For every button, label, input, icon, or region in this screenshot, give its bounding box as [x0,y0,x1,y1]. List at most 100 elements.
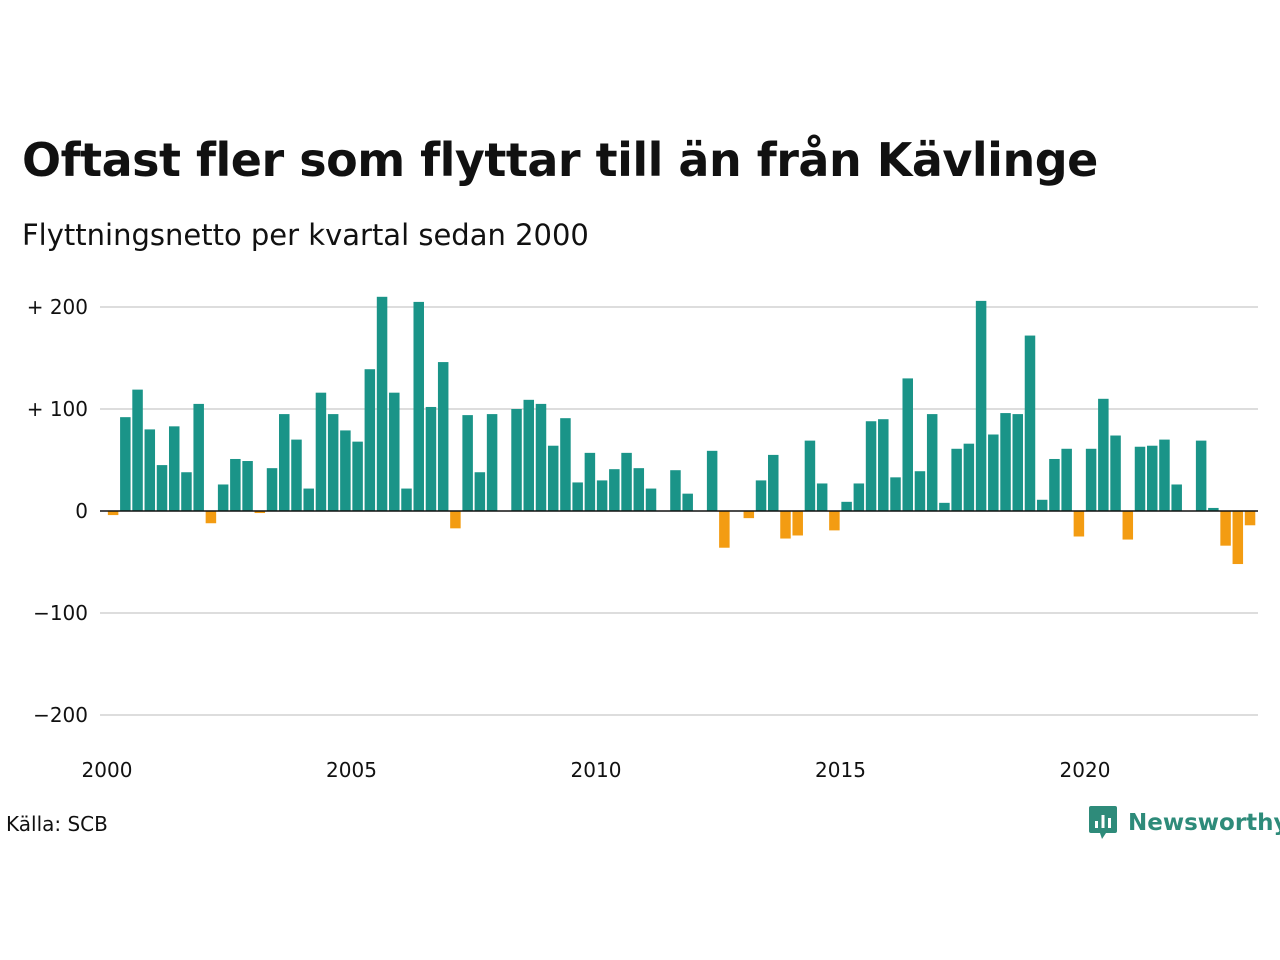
bar: 2015 K3: 88 [865,421,877,511]
bar: 2010 K4: 42 [633,468,645,511]
bar: 2008 K4: 105 [535,403,547,511]
bar: 2004 K3: 95 [327,414,339,511]
chart-title: Oftast fler som flyttar till än från Käv… [22,133,1098,187]
y-tick-label: + 100 [27,397,88,421]
brand-name: Newsworthy [1128,810,1280,836]
bar: 2018 K4: 172 [1024,335,1036,511]
bar: 2000 K2: 92 [120,417,131,511]
bar: 2010 K1: 30 [596,480,608,511]
bar-chart: 2000 K1: -42000 K2: 922000 K3: 1192000 K… [27,295,1258,782]
bar: 2004 K4: 79 [340,430,351,511]
bar: 2000 K4: 80 [144,429,156,511]
bar: 2022 K4: -34 [1220,511,1231,546]
bar: 2013 K3: 55 [768,454,779,511]
bar: 2006 K1: 22 [401,488,412,511]
bar: 2016 K1: 33 [890,477,901,511]
bar: 2017 K1: 8 [939,502,950,511]
bar: 2014 K1: -24 [792,511,803,536]
bar: 2020 K2: 110 [1098,398,1109,511]
bar-series: 2000 K1: -42000 K2: 922000 K3: 1192000 K… [107,296,1256,565]
brand-logo: Newsworthy [1088,803,1280,843]
bar: 2020 K1: 61 [1085,448,1097,511]
bar: 2000 K3: 119 [132,389,143,511]
bar: 2016 K2: 130 [902,378,913,511]
bar: 2007 K2: 94 [462,415,473,511]
bar: 2001 K2: 83 [168,426,180,511]
bar: 2007 K4: 95 [486,414,498,511]
bar: 2023 K2: -14 [1244,511,1256,526]
bar: 2021 K2: 64 [1146,445,1158,511]
bar: 2021 K4: 26 [1171,484,1182,511]
bar: 2022 K3: 3 [1208,507,1219,511]
bar: 2018 K3: 95 [1012,414,1024,511]
y-tick-label: −100 [33,601,88,625]
y-tick-label: + 200 [27,295,88,319]
bar: 2005 K2: 139 [364,369,376,511]
bar: 2019 K4: -25 [1073,511,1085,537]
bar: 2018 K2: 96 [1000,413,1011,511]
bar: 2011 K3: 40 [670,470,681,511]
bar: 2009 K4: 57 [584,452,596,511]
source-note: Källa: SCB [6,812,108,836]
bar: 2001 K1: 45 [156,465,168,511]
bar: 2003 K3: 95 [279,414,290,511]
bar: 2005 K4: 116 [389,392,400,511]
bar: 2005 K1: 68 [352,441,363,511]
bar: 2019 K3: 61 [1061,448,1072,511]
bar: 2017 K2: 61 [951,448,962,511]
bar: 2003 K1: -2 [254,511,266,514]
bar: 2022 K2: 69 [1195,440,1207,511]
chart-subtitle: Flyttningsnetto per kvartal sedan 2000 [22,218,589,252]
bar: 2001 K3: 38 [181,472,192,511]
bar: 2019 K1: 11 [1036,499,1048,511]
bar: 2009 K1: 64 [547,445,559,511]
bar: 2015 K4: 90 [878,419,889,511]
y-axis-labels: + 200 + 100 0 −100 −200 [27,295,88,727]
bar: 2006 K3: 102 [425,406,437,511]
bar: 2014 K4: -19 [829,511,840,531]
bar: 2014 K2: 69 [804,440,816,511]
bar: 2023 K1: -52 [1232,511,1244,565]
bar: 2016 K4: 95 [926,414,938,511]
x-tick-label: 2000 [82,758,133,782]
bar: 2021 K3: 70 [1159,439,1170,511]
bar: 2016 K3: 39 [914,471,926,511]
bar: 2020 K3: 74 [1110,435,1121,511]
grid-lines [100,306,1258,716]
bar: 2021 K1: 63 [1134,446,1146,511]
bar: 2010 K2: 41 [609,469,620,511]
bar: 2004 K1: 22 [303,488,314,511]
bar: 2013 K2: 30 [755,480,767,511]
bar: 2015 K2: 27 [853,483,865,511]
x-tick-label: 2015 [815,758,866,782]
bar-chart-speech-bubble-icon [1089,806,1117,839]
bar: 2006 K2: 205 [413,301,424,511]
bar: 2017 K3: 66 [963,443,975,511]
bar: 2014 K3: 27 [816,483,828,511]
bar: 2007 K1: -17 [450,511,461,529]
bar: 2005 K3: 210 [376,296,388,511]
bar: 2001 K4: 105 [193,403,204,511]
bar: 2003 K2: 42 [266,468,278,511]
bar: 2019 K2: 51 [1049,458,1060,511]
bar: 2000 K1: -4 [107,511,119,516]
bar: 2009 K2: 91 [560,418,571,511]
bar: 2012 K2: 59 [706,450,718,511]
bar: 2006 K4: 146 [437,362,449,511]
bar: 2009 K3: 28 [572,482,583,511]
y-tick-label: 0 [75,499,88,523]
bar: 2004 K2: 116 [315,392,327,511]
bar: 2011 K1: 22 [645,488,657,511]
bar: 2008 K3: 109 [523,399,535,511]
bar: 2013 K4: -27 [780,511,791,539]
bar: 2015 K1: 9 [841,501,852,511]
y-tick-label: −200 [33,703,88,727]
x-tick-label: 2020 [1060,758,1111,782]
bar: 2017 K4: 206 [975,300,987,511]
bar: 2018 K1: 75 [988,434,999,511]
x-tick-label: 2010 [571,758,622,782]
bar: 2008 K2: 100 [511,409,522,511]
